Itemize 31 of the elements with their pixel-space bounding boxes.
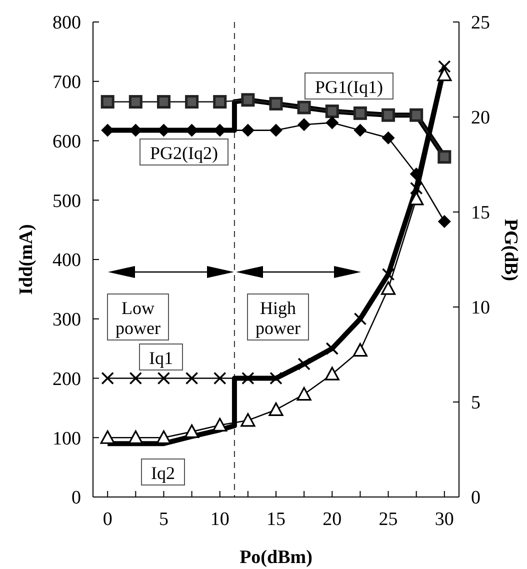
y-tick-label: 500 [52,190,81,212]
x-axis-title: Po(dBm) [240,547,312,568]
x-tick-label: 5 [158,509,168,530]
annotation: Low power [116,298,160,338]
series-label: Iq2 [151,463,175,483]
y-tick-label: 300 [52,310,81,331]
y2-axis-title: PG(dB) [500,218,521,282]
y-tick-label: 0 [72,488,81,509]
y-tick-label: 800 [52,12,81,34]
y-tick-label: 100 [52,428,81,450]
y2-tick-label: 25 [471,12,490,34]
series-label: PG2(Iq2) [150,143,218,163]
y-tick-label: 700 [52,72,81,94]
x-tick-label: 25 [378,509,398,530]
y2-tick-label: 20 [471,108,490,129]
x-tick-label: 20 [322,509,342,530]
y-axis-title: Idd(mA) [16,224,37,295]
y2-tick-label: 10 [471,298,490,319]
y2-tick-label: 15 [471,202,490,224]
x-tick-label: 30 [434,509,454,530]
y-tick-label: 600 [52,131,81,152]
x-tick-label: 10 [210,509,230,530]
y-tick-label: 400 [52,250,81,272]
x-tick-label: 15 [266,509,286,530]
y-tick-label: 200 [52,368,81,390]
x-tick-label: 0 [102,509,112,530]
series-label: Iq1 [149,348,173,368]
annotation: High power [256,298,300,338]
y2-tick-label: 5 [471,392,480,414]
series-label: PG1(Iq1) [315,77,383,97]
y2-tick-label: 0 [471,488,480,509]
